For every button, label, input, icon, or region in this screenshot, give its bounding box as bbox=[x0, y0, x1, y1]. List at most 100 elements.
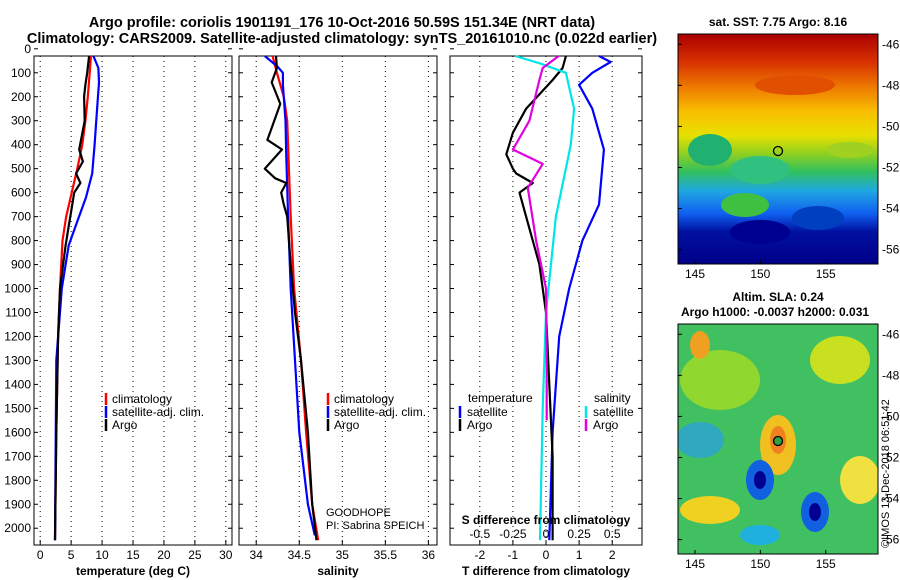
sla-map-axes: 145 150 155 -46 -48 -50 -52 -54 -56 bbox=[678, 327, 900, 571]
depth-tick-label: 300 bbox=[11, 114, 31, 128]
map-x-tick-label: 155 bbox=[816, 267, 836, 281]
depth-tick-label: 1900 bbox=[4, 497, 31, 511]
depth-tick-label: 100 bbox=[11, 66, 31, 80]
x-tick-label: 0 bbox=[37, 548, 44, 562]
x-tick-label: 2 bbox=[609, 548, 616, 562]
map-y-tick-label: -54 bbox=[882, 492, 900, 506]
sla-map-subtitle: Argo h1000: -0.0037 h2000: 0.031 bbox=[681, 305, 869, 319]
sla-argo-position-marker bbox=[772, 435, 784, 447]
legend-sal-argo: Argo bbox=[334, 418, 360, 432]
sst-map: sat. SST: 7.75 Argo: 8.16 145 150 155 -46 -4… bbox=[677, 15, 900, 281]
x-axis-label: salinity bbox=[317, 564, 359, 578]
map-x-tick-label: 145 bbox=[685, 557, 705, 571]
legend-temp-climatology: climatology bbox=[112, 392, 172, 406]
map-y-tick-label: -46 bbox=[882, 37, 900, 51]
x-tick-label: 20 bbox=[157, 548, 171, 562]
depth-tick-label: 600 bbox=[11, 186, 31, 200]
sst-map-title: sat. SST: 7.75 Argo: 8.16 bbox=[709, 15, 848, 29]
x2-tick-label: -0.5 bbox=[469, 527, 490, 541]
legend-sal-satellite: satellite-adj. clim. bbox=[334, 405, 426, 419]
x-tick-label: 30 bbox=[219, 548, 233, 562]
x-tick-label: -1 bbox=[508, 548, 519, 562]
map-x-tick-label: 145 bbox=[685, 267, 705, 281]
series-line bbox=[263, 55, 318, 541]
depth-tick-label: 500 bbox=[11, 162, 31, 176]
plot-frame bbox=[238, 55, 438, 546]
map-y-tick-label: -48 bbox=[882, 368, 900, 382]
series-line bbox=[271, 55, 320, 541]
depth-tick-label: 1700 bbox=[4, 449, 31, 463]
depth-tick-label: 1500 bbox=[4, 401, 31, 415]
depth-tick-label: 2000 bbox=[4, 521, 31, 535]
x2-tick-label: -0.25 bbox=[499, 527, 527, 541]
x-axis-label: T difference from climatology bbox=[462, 564, 630, 578]
depth-tick-label: 400 bbox=[11, 138, 31, 152]
depth-tick-label: 200 bbox=[11, 90, 31, 104]
map-y-tick-label: -56 bbox=[882, 533, 900, 547]
x-tick-label: -2 bbox=[474, 548, 485, 562]
x-tick-label: 25 bbox=[188, 548, 202, 562]
x-tick-label: 10 bbox=[95, 548, 109, 562]
legend-diff-sal-argo: Argo bbox=[593, 418, 619, 432]
x-tick-label: 1 bbox=[576, 548, 583, 562]
x2-tick-label: 0.5 bbox=[604, 527, 621, 541]
x-tick-label: 36 bbox=[422, 548, 436, 562]
series-line bbox=[548, 55, 612, 541]
title-line-2: Climatology: CARS2009. Satellite-adjuste… bbox=[27, 31, 657, 47]
map-y-tick-label: -48 bbox=[882, 78, 900, 92]
depth-tick-label: 1100 bbox=[5, 305, 31, 319]
project-label: GOODHOPE bbox=[326, 507, 391, 519]
map-y-tick-label: -46 bbox=[882, 327, 900, 341]
map-x-tick-label: 150 bbox=[750, 267, 770, 281]
map-y-tick-label: -56 bbox=[882, 243, 900, 257]
temperature-panel: 0 5 10 15 20 25 300100200300400500600700800900… bbox=[4, 42, 233, 578]
sst-map-axes: 145 150 155 -46 -48 -50 -52 -54 -56 bbox=[678, 37, 900, 281]
depth-tick-label: 800 bbox=[11, 234, 31, 248]
difference-legend: temperature salinity satellite Argo sate… bbox=[458, 391, 634, 527]
x-tick-label: 35.5 bbox=[374, 548, 398, 562]
salinity-legend: climatology satellite-adj. clim. Argo GO… bbox=[326, 392, 426, 532]
map-y-tick-label: -52 bbox=[882, 160, 900, 174]
sst-argo-position-marker bbox=[772, 145, 784, 157]
x-axis-label: temperature (deg C) bbox=[76, 564, 190, 578]
map-y-tick-label: -52 bbox=[882, 450, 900, 464]
series-line bbox=[53, 55, 91, 541]
depth-tick-label: 0 bbox=[24, 42, 31, 56]
x-tick-label: 34 bbox=[250, 548, 264, 562]
x-tick-label: 0 bbox=[543, 548, 550, 562]
depth-tick-label: 1600 bbox=[4, 425, 31, 439]
salinity-diff-axis-label: S difference from climatology bbox=[462, 513, 631, 527]
copyright-stamp: ©IMOS 13-Dec-2018 06:51:42 bbox=[880, 399, 892, 548]
x2-tick-label: 0 bbox=[543, 527, 550, 541]
x-tick-label: 34.5 bbox=[288, 548, 312, 562]
x2-tick-label: 0.25 bbox=[567, 527, 591, 541]
series-line bbox=[264, 55, 316, 536]
x-tick-label: 15 bbox=[126, 548, 140, 562]
series-line bbox=[514, 54, 576, 541]
legend-temp-argo: Argo bbox=[112, 418, 138, 432]
sla-map: Altim. SLA: 0.24 Argo h1000: -0.0037 h20… bbox=[677, 290, 900, 571]
difference-panel: -2 -1 0 1 2 -0.5 -0.25 0 0.25 0.5 T difference fro… bbox=[449, 48, 643, 578]
sla-map-title: Altim. SLA: 0.24 bbox=[732, 290, 824, 304]
map-y-tick-label: -50 bbox=[882, 119, 900, 133]
x-tick-label: 35 bbox=[336, 548, 350, 562]
depth-tick-label: 1800 bbox=[4, 473, 31, 487]
legend-sal-climatology: climatology bbox=[334, 392, 394, 406]
title-line-1: Argo profile: coriolis 1901191_176 10-Oc… bbox=[89, 15, 595, 31]
map-x-tick-label: 155 bbox=[816, 557, 836, 571]
temperature-legend: climatology satellite-adj. clim. Argo bbox=[104, 392, 204, 432]
map-x-tick-label: 150 bbox=[750, 557, 770, 571]
series-line bbox=[53, 55, 101, 541]
pi-label: PI: Sabrina SPEICH bbox=[326, 520, 424, 532]
map-y-tick-label: -50 bbox=[882, 409, 900, 423]
depth-tick-label: 1200 bbox=[4, 329, 31, 343]
legend-diff-salinity-head: salinity bbox=[594, 391, 631, 405]
series-line bbox=[511, 55, 560, 421]
legend-diff-sal-satellite: satellite bbox=[593, 405, 634, 419]
legend-diff-temp-argo: Argo bbox=[467, 418, 493, 432]
salinity-panel: 34 34.5 35 35.5 36 salinity bbox=[238, 48, 438, 578]
x-tick-label: 5 bbox=[68, 548, 75, 562]
depth-tick-label: 900 bbox=[11, 258, 31, 272]
depth-tick-label: 1000 bbox=[4, 282, 31, 296]
